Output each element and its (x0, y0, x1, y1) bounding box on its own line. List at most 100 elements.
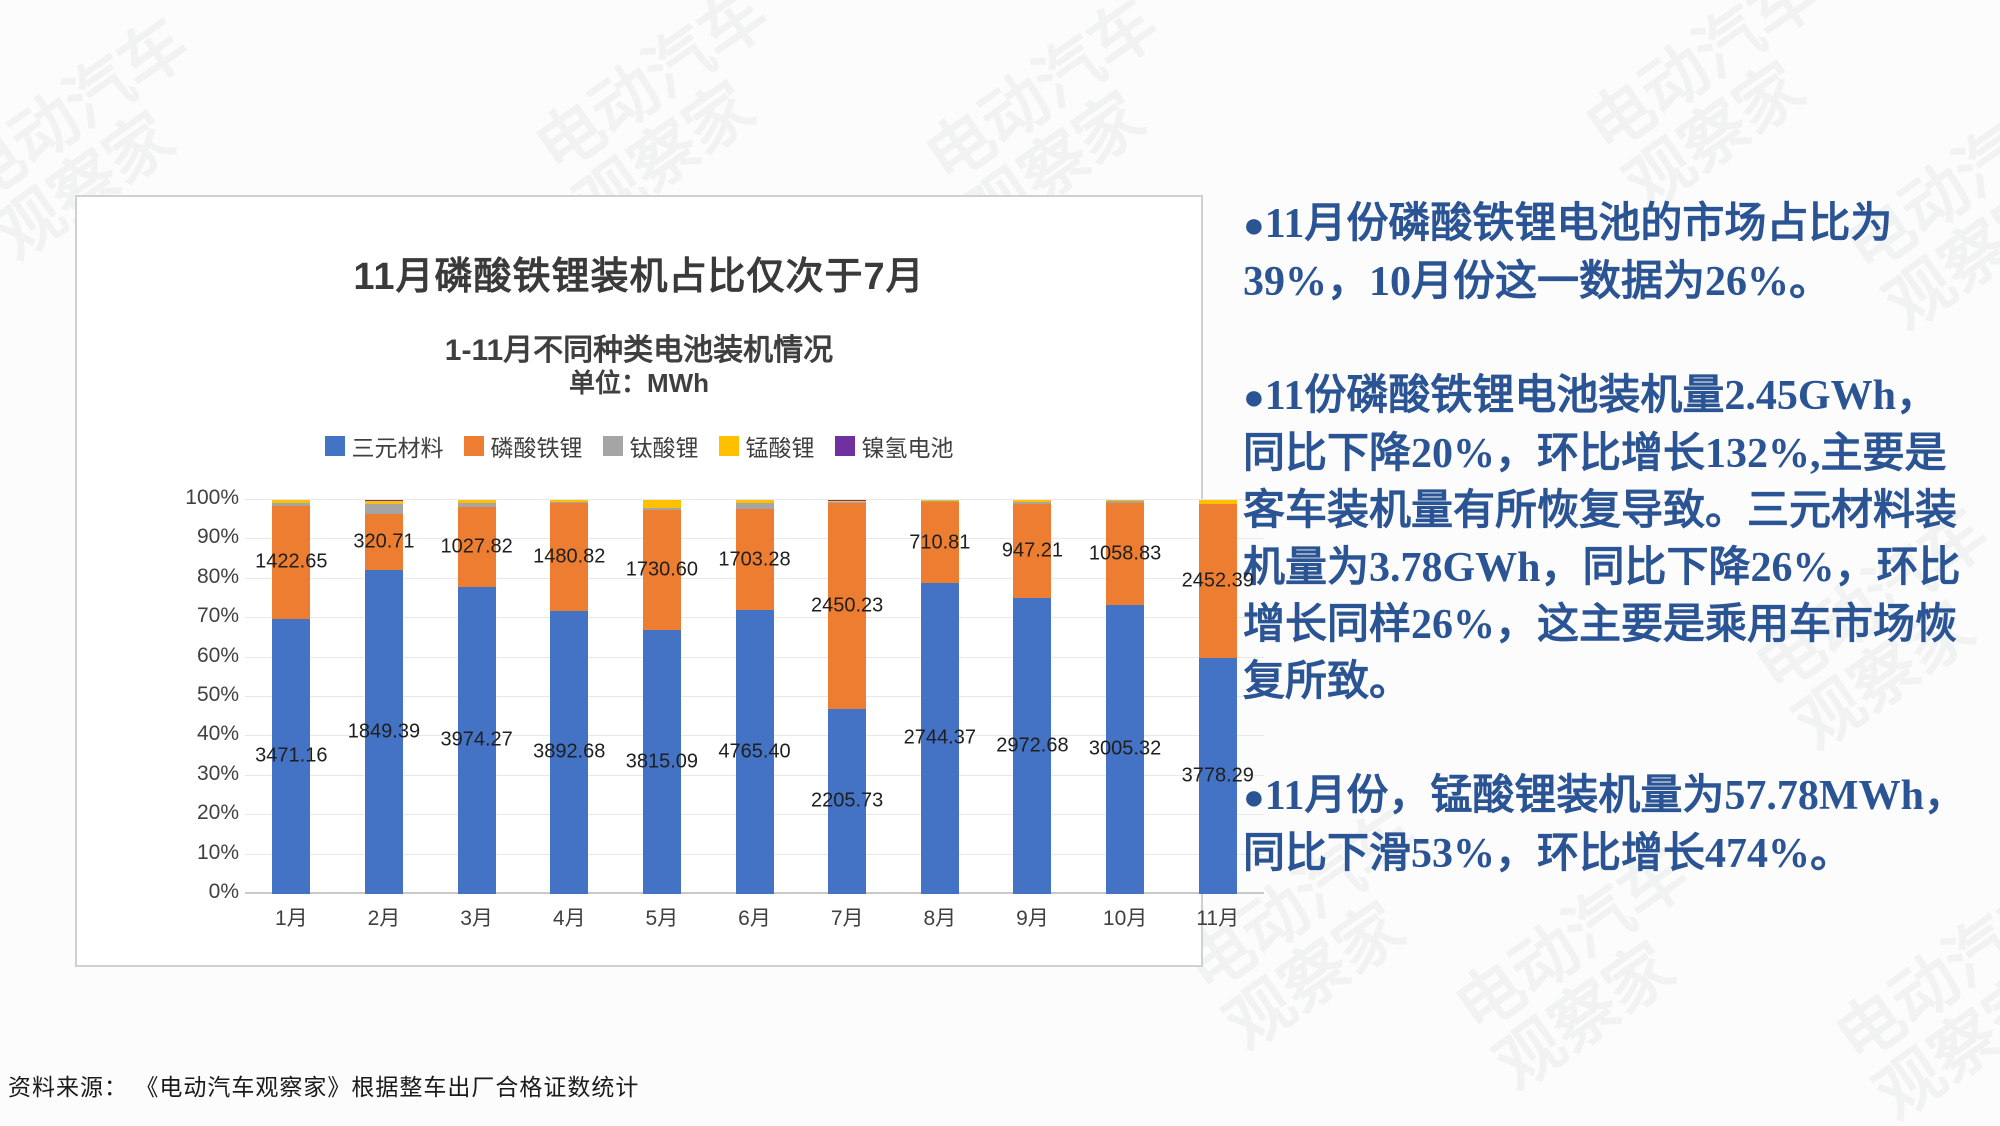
stacked-bar (735, 500, 774, 894)
y-axis-tick-label: 40% (196, 722, 239, 746)
bar-segment (1106, 500, 1145, 502)
bar-segment (735, 500, 774, 503)
chart-title: 11月磷酸铁锂装机占比仅次于7月 (353, 256, 925, 298)
x-axis-tick-label: 8月 (923, 907, 957, 930)
x-axis-tick-label: 10月 (1102, 907, 1148, 930)
bar-segment (364, 500, 403, 504)
bar-segment (828, 502, 867, 504)
y-axis-tick-label: 50% (196, 683, 239, 706)
note-text: 11月份，锰酸锂装机量为57.78MWh，同比下滑53%，环比增长474%。 (1243, 773, 1966, 877)
stacked-bar (828, 500, 867, 894)
watermark-text: 电动汽车 观察家 (1572, 0, 1832, 224)
bar-column: 3471.16 1422.65 (245, 500, 338, 894)
x-axis-labels: 1月 2月 3月 4月 5月 6月 7月 8月 9月 10月 11月 (245, 902, 1264, 932)
bar-segment (920, 500, 959, 503)
bar-column: 4765.40 1703.28 (708, 500, 801, 894)
data-label: 3778.29 (1181, 764, 1254, 787)
x-axis-tick-label: 6月 (738, 907, 771, 930)
data-label: 947.21 (1001, 539, 1064, 562)
y-axis-tick-label: 80% (196, 564, 239, 588)
data-label: 3815.09 (625, 750, 699, 773)
bar-segment (364, 570, 403, 894)
bar-segment (735, 508, 774, 611)
bar-segment (550, 502, 589, 611)
data-label: 1422.65 (255, 550, 328, 573)
data-label: 3005.32 (1088, 737, 1162, 760)
bar-column: 2205.73 2450.23 (801, 500, 894, 894)
legend-swatch-icon (834, 436, 855, 456)
note-text: 11份磷酸铁锂电池装机量2.45GWh，同比下降20%，环比增长132%,主要是… (1243, 373, 1961, 705)
stacked-bar (364, 500, 403, 894)
y-axis-tick-label: 70% (196, 604, 239, 628)
bar-segment (457, 586, 496, 894)
bars-container: 3471.16 1422.65 1849.39 320.71 3974.27 1027.8… (245, 500, 1264, 894)
bar-column: 1849.39 320.71 (338, 500, 431, 894)
bar-segment (1198, 500, 1237, 504)
data-label: 3892.68 (533, 740, 606, 763)
bar-segment (828, 708, 867, 894)
stacked-bar (920, 500, 959, 894)
note-paragraph: ●11月份磷酸铁锂电池的市场占比为39%，10月份这一数据为26%。 (1243, 196, 1970, 311)
legend-item: 磷酸铁锂 (463, 429, 583, 463)
legend-label: 磷酸铁锂 (490, 435, 583, 461)
data-label: 1058.83 (1088, 542, 1162, 565)
bullet-icon: ● (1243, 777, 1265, 817)
bar-column: 3778.29 2452.39 (1171, 500, 1264, 894)
bar-segment (457, 500, 496, 503)
x-axis-tick-label: 9月 (1016, 907, 1049, 930)
legend-label: 镍氢电池 (861, 435, 954, 461)
legend-label: 锰酸锂 (745, 435, 815, 461)
bar-segment (735, 502, 774, 509)
stacked-bar (642, 500, 681, 894)
x-axis-tick-label: 2月 (367, 907, 401, 930)
x-axis-tick-label: 4月 (552, 907, 586, 930)
plot-area: 0% 10% 20% 30% 40% 50% 60% 70% 80% 90% 100% 3471.16… (185, 486, 1264, 903)
chart-subtitle: 1-11月不同种类电池装机情况 (444, 334, 834, 367)
bar-segment (550, 501, 589, 503)
bar-segment (272, 503, 311, 506)
data-label: 2205.73 (811, 789, 884, 812)
x-axis-tick-label: 5月 (645, 907, 679, 930)
data-label: 1027.82 (440, 535, 513, 558)
legend-swatch-icon (324, 436, 345, 456)
data-label: 710.81 (909, 531, 971, 554)
data-label: 2452.39 (1181, 569, 1254, 592)
y-axis-tick-label: 60% (196, 643, 239, 667)
bar-segment (642, 500, 681, 509)
stacked-bar (272, 500, 311, 894)
legend-item: 三元材料 (324, 429, 444, 463)
stacked-bar (1106, 500, 1145, 894)
x-axis-tick-label: 11月 (1196, 907, 1240, 930)
data-label: 1730.60 (625, 558, 699, 581)
legend-swatch-icon (602, 436, 623, 456)
bar-column: 2744.37 710.81 (893, 500, 986, 894)
legend-swatch-icon (718, 436, 739, 456)
bar-column: 2972.68 947.21 (986, 500, 1079, 894)
data-label: 2744.37 (903, 726, 976, 749)
bar-segment (920, 582, 959, 894)
bar-segment (642, 509, 681, 630)
bar-segment (457, 502, 496, 508)
chart-unit-label: 单位：MWh (568, 368, 710, 398)
bar-segment (642, 629, 681, 894)
note-paragraph: ●11月份，锰酸锂装机量为57.78MWh，同比下滑53%，环比增长474%。 (1243, 768, 1970, 883)
y-axis-tick-label: 90% (196, 525, 239, 549)
bar-segment (364, 500, 403, 501)
data-label: 2972.68 (996, 734, 1069, 757)
bar-segment (920, 500, 959, 501)
y-axis-tick-label: 100% (185, 486, 239, 509)
y-axis-tick-label: 20% (196, 801, 239, 825)
x-axis-tick-label: 7月 (830, 907, 864, 930)
bar-column: 3815.09 1730.60 (616, 500, 709, 894)
bar-segment (1013, 598, 1052, 894)
source-note: 资料来源： 《电动汽车观察家》根据整车出厂合格证数统计 (8, 1074, 640, 1100)
bar-column: 3005.32 1058.83 (1079, 500, 1172, 894)
bar-segment (550, 500, 589, 502)
data-label: 320.71 (353, 530, 415, 553)
y-axis-tick-label: 0% (208, 880, 239, 903)
stacked-bar (457, 500, 496, 894)
bar-segment (1198, 504, 1237, 658)
bar-segment (1198, 657, 1237, 894)
bar-segment (364, 513, 403, 571)
bar-segment (364, 503, 403, 514)
